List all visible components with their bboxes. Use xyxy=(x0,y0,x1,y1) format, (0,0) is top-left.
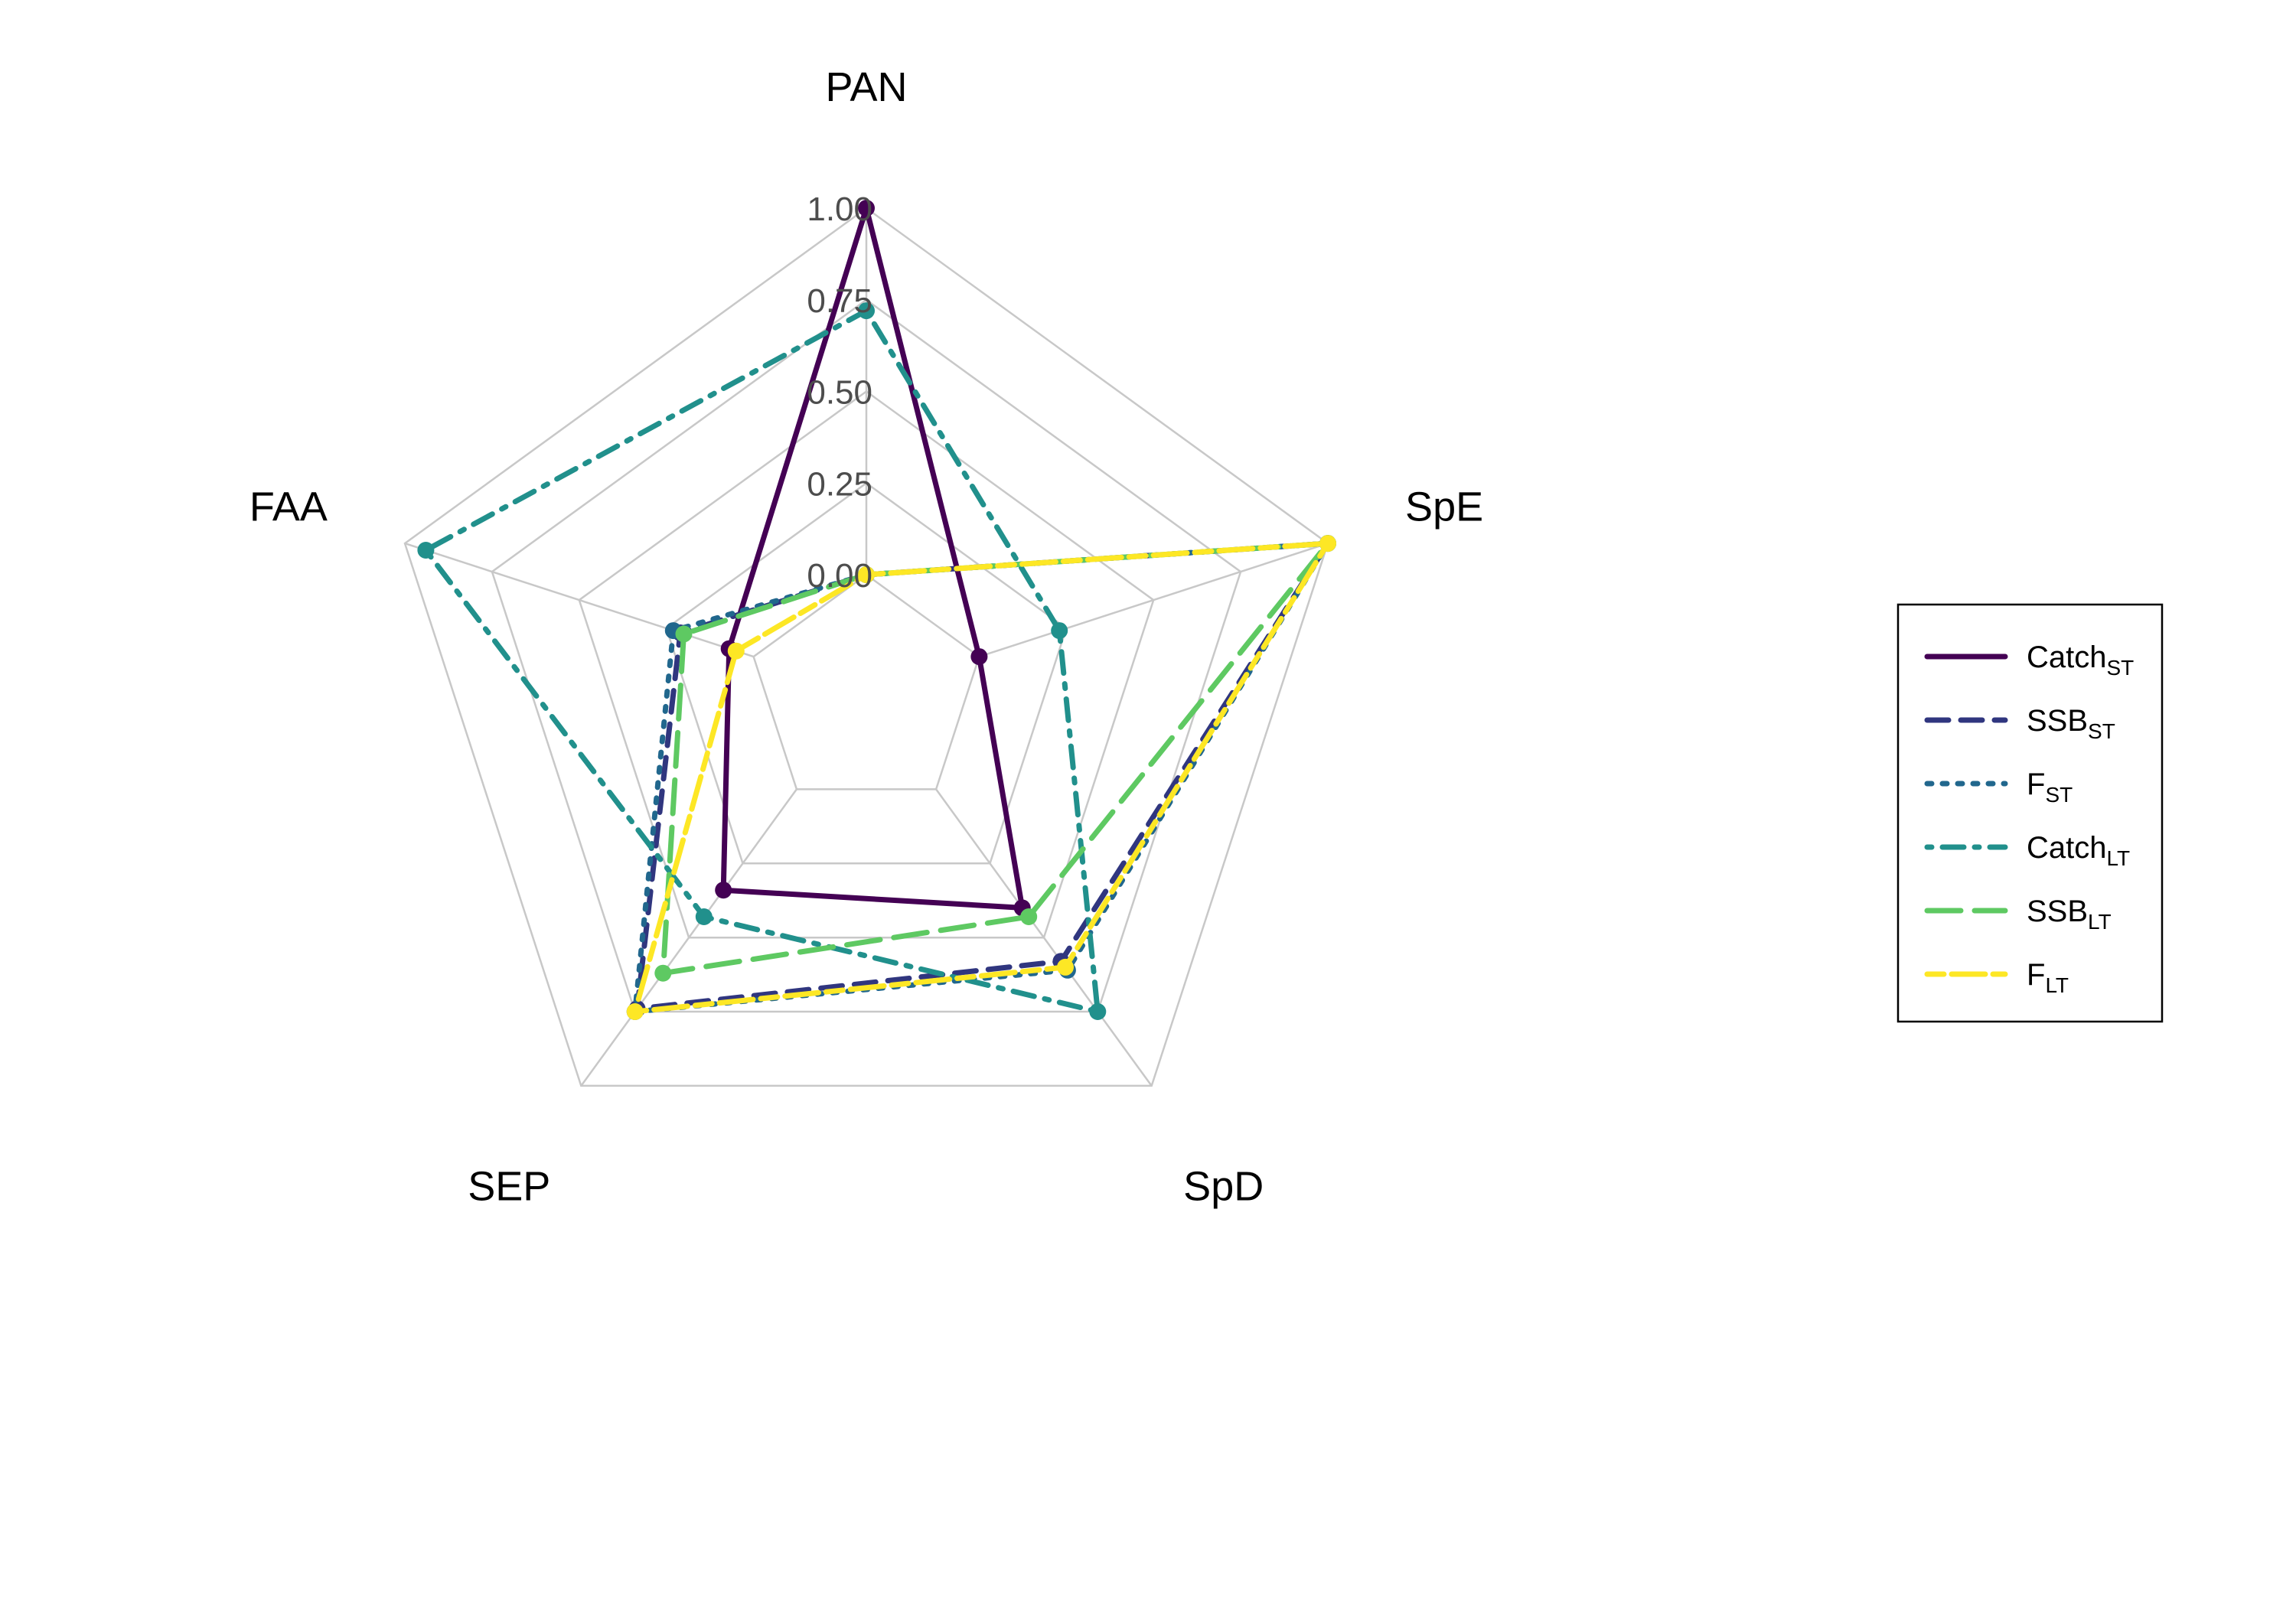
grid-spoke-1 xyxy=(979,542,1329,658)
axis-label-spe: SpE xyxy=(1405,484,1483,530)
legend: CatchST SSBST FST CatchLT SSBLT FLT xyxy=(1896,603,2164,1023)
data-point xyxy=(1020,908,1038,925)
legend-item: CatchLT xyxy=(1924,831,2130,870)
data-point xyxy=(654,964,672,982)
series-catch-st xyxy=(715,200,1031,917)
series-catch-lt xyxy=(417,302,1107,1020)
grid-spoke-2 xyxy=(935,788,1153,1087)
grid-ring-3 xyxy=(491,298,1242,1013)
data-point xyxy=(1319,535,1336,553)
data-point xyxy=(970,648,988,666)
axis-label-pan: PAN xyxy=(825,64,907,110)
series-f-lt xyxy=(626,535,1336,1020)
legend-item: FST xyxy=(1924,768,2073,807)
data-point xyxy=(858,566,875,583)
data-point xyxy=(715,882,732,899)
data-point xyxy=(626,1003,644,1020)
legend-label: FST xyxy=(2027,768,2073,807)
axis-label-spd: SpD xyxy=(1183,1163,1264,1209)
legend-label: CatchST xyxy=(2027,641,2134,680)
legend-item: CatchST xyxy=(1924,641,2134,680)
data-point xyxy=(727,642,745,660)
data-point xyxy=(675,625,693,643)
legend-label: SSBLT xyxy=(2027,895,2112,934)
legend-item: SSBST xyxy=(1924,704,2115,743)
tick-label: 0.00 xyxy=(807,557,872,595)
data-point xyxy=(858,200,875,217)
legend-item: SSBLT xyxy=(1924,895,2112,934)
radar-axis-labels: PAN SpE SpD SEP FAA xyxy=(249,64,1483,1209)
legend-box xyxy=(1896,603,2164,1023)
tick-label: 0.50 xyxy=(807,374,872,412)
series-line xyxy=(422,308,1101,1015)
legend-item: FLT xyxy=(1924,958,2069,997)
radar-tick-labels: 0.00 0.25 0.50 0.75 1.00 xyxy=(807,191,872,595)
legend-label: FLT xyxy=(2027,958,2069,997)
tick-label: 1.00 xyxy=(807,191,872,228)
grid-ring-1 xyxy=(665,481,1068,865)
series-ssb-st xyxy=(628,535,1336,1018)
grid-spoke-3 xyxy=(580,788,797,1087)
data-point xyxy=(1057,958,1074,976)
grid-spoke-4 xyxy=(404,542,754,658)
tick-label: 0.75 xyxy=(807,282,872,320)
data-point xyxy=(1089,1003,1107,1020)
radar-series xyxy=(417,200,1336,1020)
tick-label: 0.25 xyxy=(807,465,872,503)
data-point xyxy=(417,542,435,559)
radar-grid xyxy=(403,207,1329,1087)
grid-ring-0 xyxy=(752,573,980,790)
data-point xyxy=(695,908,713,925)
series-line xyxy=(632,540,1331,1015)
legend-label: CatchLT xyxy=(2027,831,2130,870)
data-point xyxy=(858,302,875,320)
axis-label-faa: FAA xyxy=(249,484,328,530)
series-line xyxy=(720,205,1026,911)
grid-ring-2 xyxy=(578,390,1155,939)
data-point xyxy=(1051,622,1068,640)
axis-label-sep: SEP xyxy=(468,1163,550,1209)
legend-label: SSBST xyxy=(2027,704,2115,743)
grid-ring-4 xyxy=(403,207,1329,1087)
